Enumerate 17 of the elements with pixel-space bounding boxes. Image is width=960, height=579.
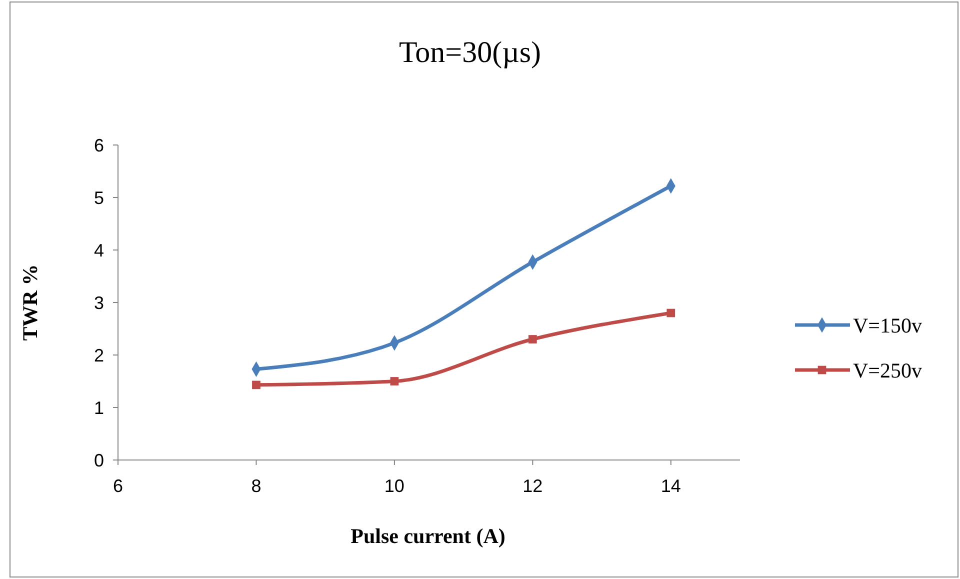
chart-title: Ton=30(µs)	[398, 36, 542, 69]
y-axis-title: TWR %	[18, 264, 42, 341]
y-tick-label: 5	[94, 188, 104, 208]
x-tick-label: 14	[660, 476, 681, 496]
x-axis-title: Pulse current (A)	[350, 524, 506, 548]
legend-label: V=150v	[853, 313, 923, 338]
y-tick-label: 2	[94, 345, 104, 366]
y-tick-label: 6	[94, 135, 104, 156]
x-tick-label: 8	[251, 476, 262, 496]
x-tick-label: 6	[112, 476, 124, 496]
y-tick-label: 3	[94, 292, 104, 313]
y-tick-label: 0	[94, 450, 104, 470]
y-tick-label: 1	[94, 398, 104, 418]
x-tick-label: 12	[522, 476, 543, 496]
legend-label: V=250v	[853, 358, 923, 382]
x-tick-label: 10	[384, 476, 404, 496]
y-tick-label: 4	[94, 240, 104, 260]
